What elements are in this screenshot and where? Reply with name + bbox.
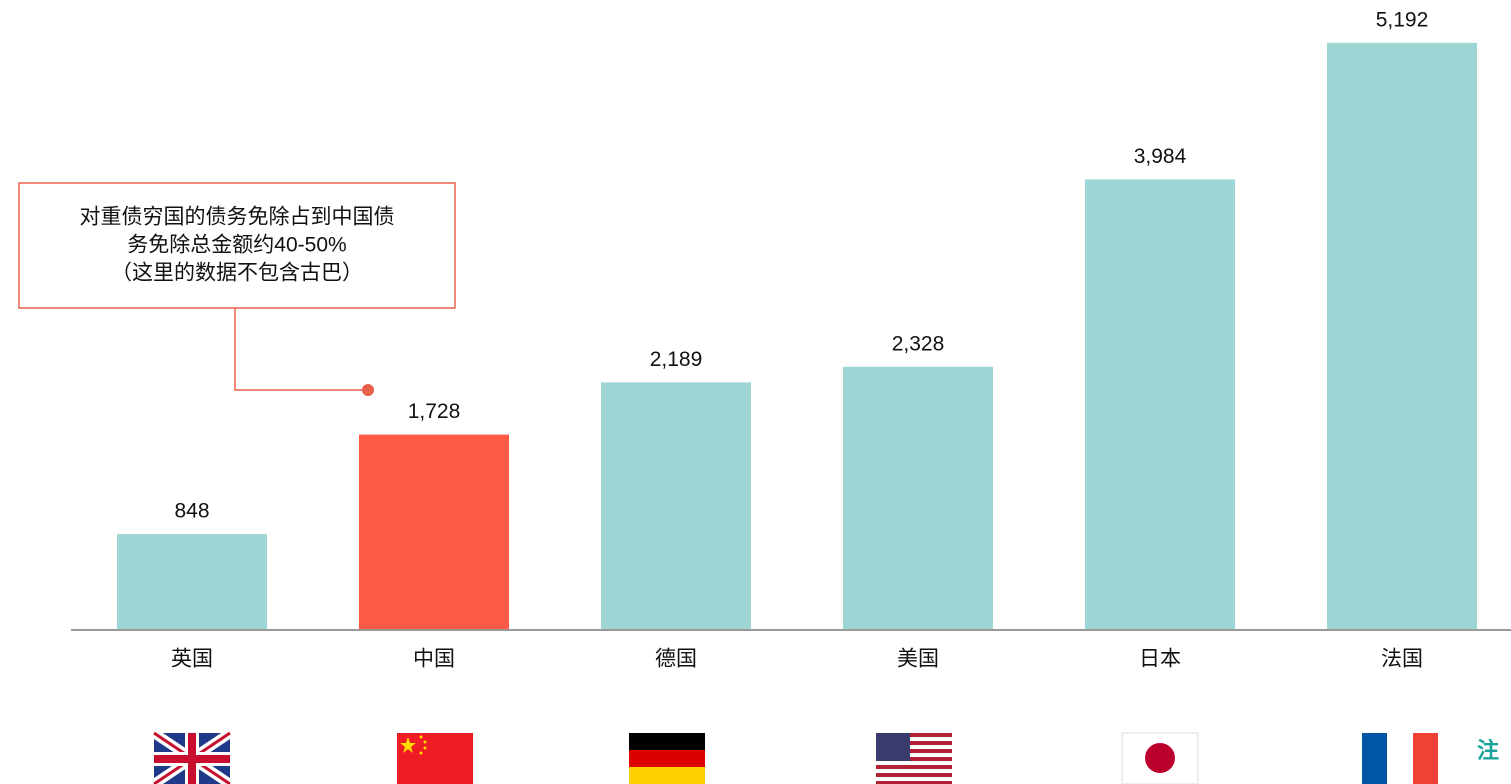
x-tick-label: 美国 bbox=[897, 648, 939, 671]
annotation-connector bbox=[234, 308, 368, 391]
x-tick-label: 英国 bbox=[171, 648, 213, 671]
annotation-box bbox=[18, 182, 456, 309]
annotation: 对重债穷国的债务免除占到中国债 务免除总金额约40-50% （这里的数据不包含古… bbox=[18, 182, 456, 396]
flags bbox=[151, 728, 1438, 784]
x-tick-label: 德国 bbox=[655, 648, 697, 671]
value-label: 3,984 bbox=[1134, 145, 1187, 168]
note: 注 bbox=[1477, 738, 1499, 763]
bar bbox=[601, 382, 751, 630]
annotation-dot bbox=[362, 384, 374, 396]
x-tick-label: 日本 bbox=[1139, 648, 1181, 671]
flag-china bbox=[397, 733, 473, 784]
bar bbox=[1085, 179, 1235, 631]
x-tick-label: 法国 bbox=[1381, 648, 1423, 671]
value-label: 5,192 bbox=[1376, 8, 1429, 31]
x-tick-label: 中国 bbox=[413, 648, 455, 671]
annotation-text: 对重债穷国的债务免除占到中国债 bbox=[80, 206, 395, 229]
value-label: 848 bbox=[174, 500, 209, 523]
value-label: 2,328 bbox=[892, 332, 945, 355]
flag-uk bbox=[151, 728, 233, 784]
flag-germany bbox=[629, 733, 705, 784]
bar bbox=[117, 534, 267, 630]
annotation-text: （这里的数据不包含古巴） bbox=[111, 262, 363, 285]
bar bbox=[1327, 42, 1477, 630]
flag-japan bbox=[1121, 732, 1199, 784]
value-label: 1,728 bbox=[408, 400, 461, 423]
value-label: 2,189 bbox=[650, 348, 703, 371]
flag-usa bbox=[876, 733, 952, 784]
flag-france bbox=[1362, 733, 1438, 784]
bar bbox=[359, 434, 509, 630]
bar bbox=[843, 366, 993, 630]
annotation-text: 务免除总金额约40-50% bbox=[127, 234, 346, 257]
